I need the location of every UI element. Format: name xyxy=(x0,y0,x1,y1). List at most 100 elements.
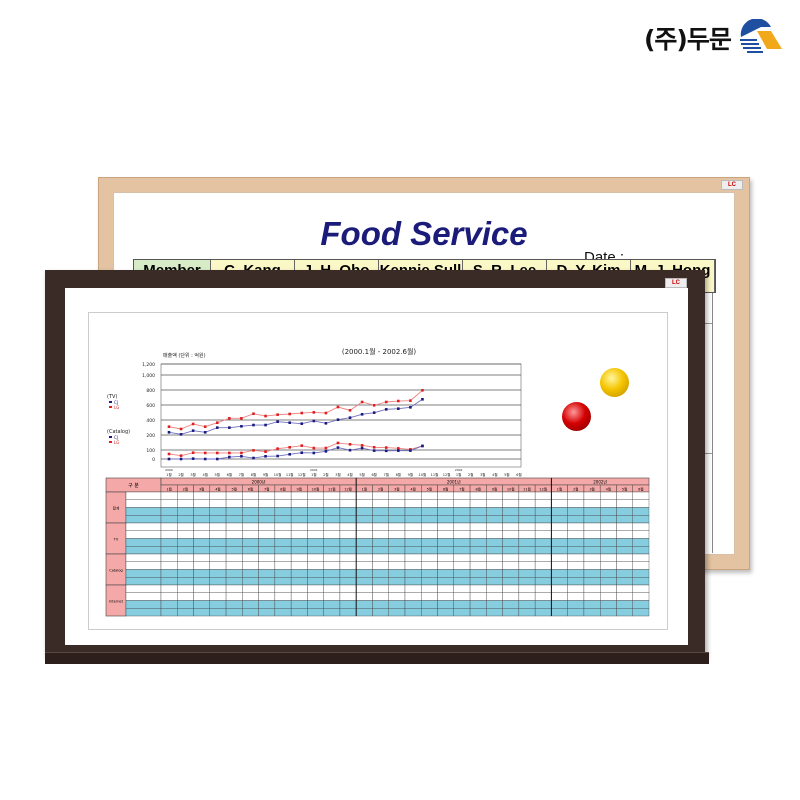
table-cell xyxy=(404,600,422,609)
yellow-magnet[interactable] xyxy=(600,368,629,397)
table-cell xyxy=(160,507,178,516)
data-point xyxy=(203,451,207,455)
table-cell xyxy=(632,530,650,539)
table-cell xyxy=(583,491,601,500)
table-cell xyxy=(160,546,178,555)
row-label-cell xyxy=(125,608,162,617)
y-tick-label: 200 xyxy=(146,433,155,439)
table-cell xyxy=(388,530,406,539)
table-cell xyxy=(600,553,617,562)
table-cell xyxy=(518,608,536,617)
table-cell xyxy=(583,561,601,570)
table-cell xyxy=(632,499,650,508)
table-cell xyxy=(600,584,617,593)
table-cell xyxy=(388,569,406,578)
row-label-cell xyxy=(125,515,162,524)
table-cell xyxy=(534,553,552,562)
table-cell xyxy=(583,522,601,531)
table-cell xyxy=(551,538,568,547)
data-point xyxy=(360,400,364,404)
table-cell xyxy=(632,569,650,578)
doomoon-logo-icon xyxy=(739,19,782,53)
month-header-label: 5월 xyxy=(427,487,432,492)
month-header-label: 3월 xyxy=(394,487,399,492)
table-cell xyxy=(534,546,552,555)
data-point xyxy=(252,449,255,452)
table-cell xyxy=(160,491,178,500)
data-point xyxy=(240,455,243,458)
table-cell xyxy=(583,499,601,508)
data-point xyxy=(324,411,328,415)
table-cell xyxy=(356,569,373,578)
data-point xyxy=(421,444,424,448)
x-tick-label: 5월 xyxy=(215,472,220,477)
month-header-label: 5월 xyxy=(231,487,236,492)
table-cell xyxy=(242,577,259,586)
data-point xyxy=(240,425,243,428)
x-tick-label: 10월 xyxy=(274,472,282,477)
table-cell xyxy=(225,515,243,524)
year-header-label: 2001년 xyxy=(447,479,461,485)
table-cell xyxy=(290,507,308,516)
table-cell xyxy=(469,569,487,578)
table-cell xyxy=(421,553,438,562)
table-cell xyxy=(323,600,341,609)
table-cell xyxy=(209,515,227,524)
table-cell xyxy=(600,577,617,586)
table-cell xyxy=(307,499,324,508)
month-header-label: 8월 xyxy=(280,487,285,492)
x-tick-label: 7월 xyxy=(239,472,244,477)
table-cell xyxy=(242,530,259,539)
table-cell xyxy=(453,491,471,500)
table-cell xyxy=(209,499,227,508)
data-point xyxy=(360,444,364,447)
table-cell xyxy=(323,592,341,601)
table-cell xyxy=(356,499,373,508)
table-cell xyxy=(551,608,568,617)
table-cell xyxy=(551,522,568,531)
table-cell xyxy=(339,584,357,593)
row-label-cell xyxy=(125,584,162,593)
table-cell xyxy=(421,608,438,617)
table-cell xyxy=(600,592,617,601)
table-cell xyxy=(258,569,276,578)
table-cell xyxy=(534,569,552,578)
table-cell xyxy=(404,561,422,570)
chart-title: (2000.1월 - 2002.6월) xyxy=(342,347,417,356)
table-cell xyxy=(388,584,406,593)
series-line-catalog-cj xyxy=(169,445,423,460)
table-cell xyxy=(632,577,650,586)
data-point xyxy=(276,454,279,458)
x-tick-label: 12월 xyxy=(443,472,451,477)
table-cell xyxy=(551,515,568,524)
table-cell xyxy=(502,592,520,601)
data-point xyxy=(179,454,183,457)
table-cell xyxy=(469,600,487,609)
table-cell xyxy=(307,522,324,531)
table-cell xyxy=(193,530,210,539)
month-header-label: 11월 xyxy=(523,487,531,492)
table-cell xyxy=(372,491,389,500)
row-group-label: TV xyxy=(113,538,119,542)
table-cell xyxy=(469,530,487,539)
table-cell xyxy=(437,491,454,500)
table-cell xyxy=(616,569,633,578)
table-cell xyxy=(616,608,633,617)
red-magnet[interactable] xyxy=(562,402,591,431)
table-cell xyxy=(177,608,194,617)
x-tick-label: 7월 xyxy=(384,472,389,477)
x-tick-label: 6월 xyxy=(227,472,232,477)
table-cell xyxy=(632,561,650,570)
legend-marker xyxy=(109,436,112,438)
table-cell xyxy=(469,538,487,547)
table-cell xyxy=(242,515,259,524)
data-point xyxy=(421,398,424,401)
table-cell xyxy=(290,553,308,562)
table-cell xyxy=(583,507,601,516)
data-point xyxy=(324,422,328,425)
table-cell xyxy=(388,491,406,500)
table-cell xyxy=(274,538,292,547)
table-cell xyxy=(323,546,341,555)
table-cell xyxy=(160,569,178,578)
data-point xyxy=(264,455,267,458)
